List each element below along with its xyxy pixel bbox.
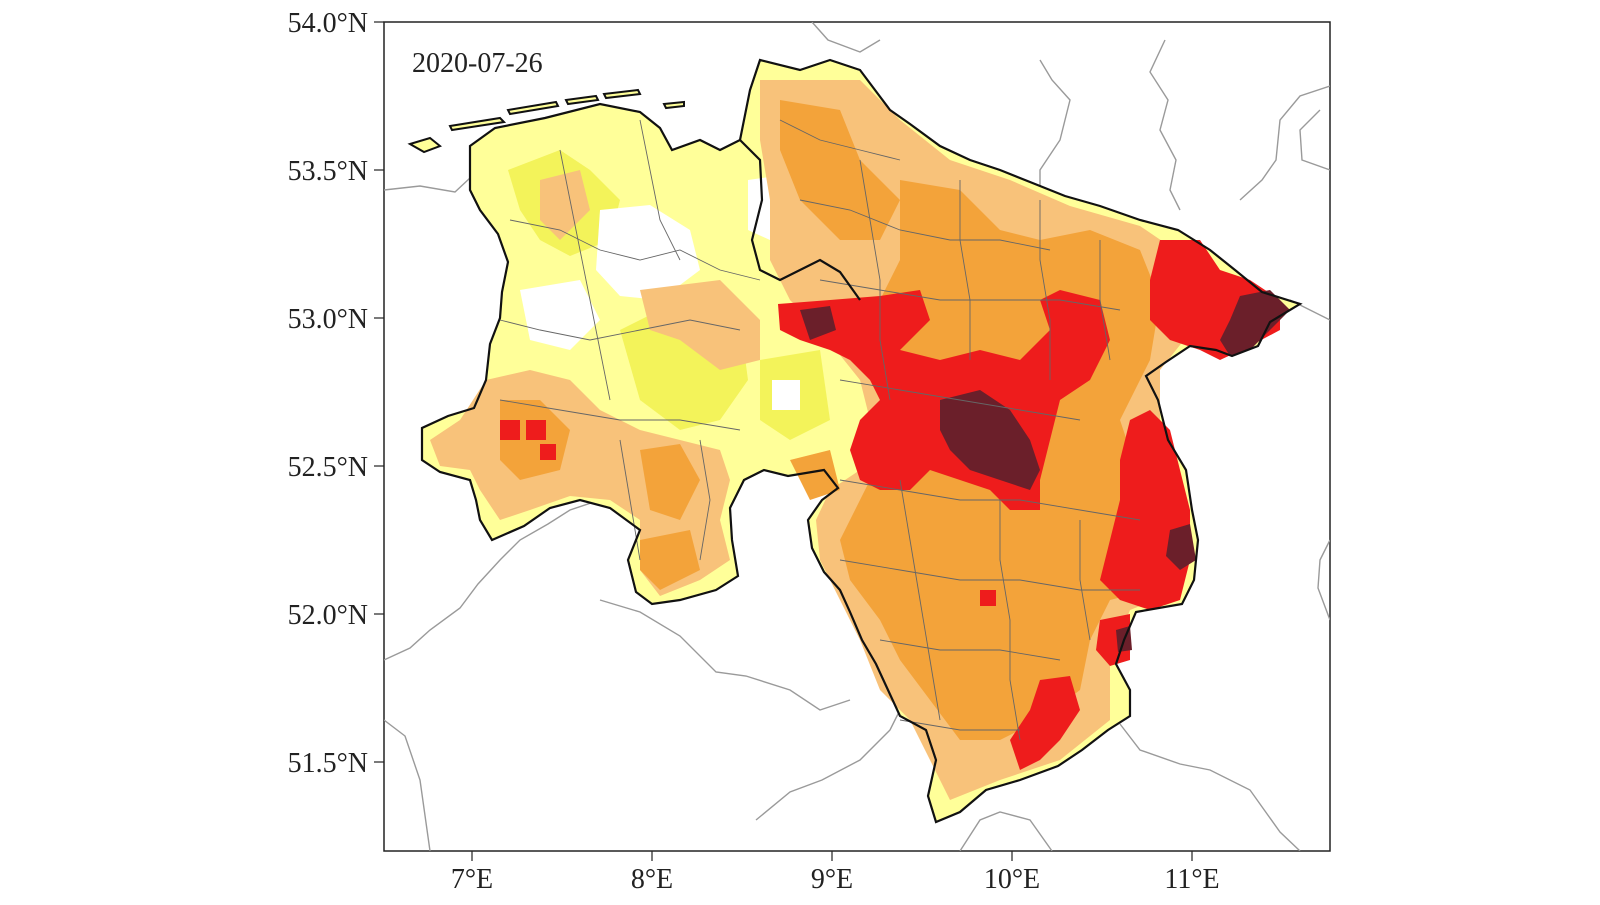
- patch-nodata: [596, 205, 700, 300]
- patch-orange: [640, 530, 700, 590]
- patch-red: [1010, 676, 1080, 770]
- patch-orange: [640, 444, 700, 520]
- lat-label: 52.5°N: [288, 452, 368, 483]
- patch-nodata: [772, 380, 800, 410]
- patch-dark: [1166, 524, 1196, 570]
- patch-red: [980, 590, 996, 606]
- lat-label: 52.0°N: [288, 600, 368, 631]
- patch-dark: [1220, 290, 1290, 356]
- patch-dark: [940, 390, 1040, 490]
- lon-ticks: [471, 851, 1193, 861]
- lat-label: 53.0°N: [288, 304, 368, 335]
- patch-red: [1100, 410, 1190, 610]
- islands: [407, 88, 685, 154]
- lon-label: 9°E: [811, 864, 853, 895]
- patch-red: [526, 420, 546, 440]
- lon-label: 11°E: [1164, 864, 1219, 895]
- patch-red: [500, 420, 520, 440]
- map-layers: [384, 22, 1330, 851]
- state-boundary: [420, 58, 1303, 824]
- patch-pale-orange: [540, 170, 590, 240]
- lat-label: 54.0°N: [288, 8, 368, 39]
- patch-red: [1096, 614, 1130, 666]
- lon-label: 8°E: [631, 864, 673, 895]
- lon-label: 7°E: [451, 864, 493, 895]
- date-label: 2020-07-26: [412, 48, 543, 79]
- patch-red: [540, 444, 556, 460]
- patch-nodata: [520, 280, 600, 350]
- lat-label: 51.5°N: [288, 748, 368, 779]
- lon-label: 10°E: [984, 864, 1040, 895]
- patch-pale-orange: [640, 280, 760, 370]
- district-boundaries: [499, 119, 1141, 741]
- patch-dark: [800, 306, 836, 340]
- lat-label: 53.5°N: [288, 156, 368, 187]
- patch-orange: [790, 450, 840, 500]
- lat-ticks: [374, 21, 384, 763]
